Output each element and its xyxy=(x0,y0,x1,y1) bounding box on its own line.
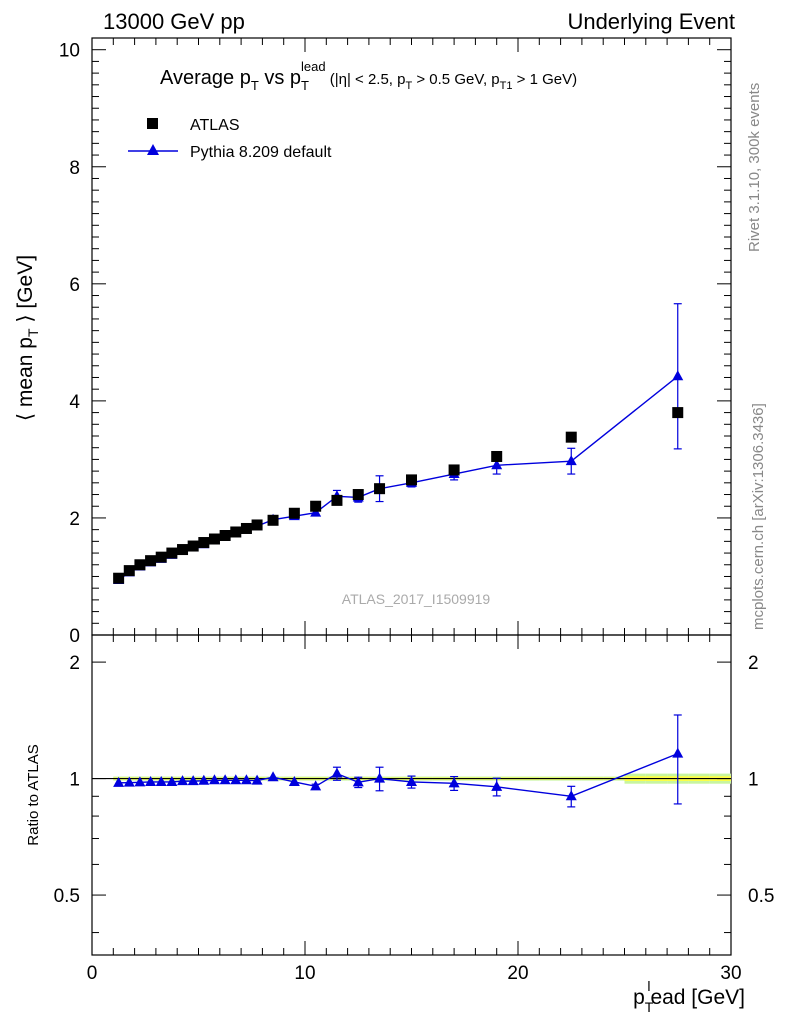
pythia-ratio-point xyxy=(331,767,343,778)
pythia-ratio-point xyxy=(491,780,503,791)
pythia-ratio-point xyxy=(145,775,157,786)
x-tick-label: 10 xyxy=(294,963,315,984)
ratio-y-tick-label: 2 xyxy=(69,653,80,674)
pythia-ratio-point xyxy=(219,774,231,785)
atlas-point xyxy=(406,474,417,486)
atlas-point xyxy=(208,533,220,545)
pythia-ratio-point xyxy=(134,776,146,787)
pythia-main-point xyxy=(491,459,503,470)
pythia-ratio-point xyxy=(198,774,210,785)
atlas-point xyxy=(177,544,189,556)
x-tick-label: 30 xyxy=(720,963,741,984)
series-pythia-ratio xyxy=(113,714,684,808)
atlas-point xyxy=(352,489,364,501)
pythia-ratio-point xyxy=(374,772,386,783)
x-tick-label: 20 xyxy=(507,963,528,984)
axis-tick-labels: 0 10 20 30 0 2 4 6 8 10 0.5 0.5 1 1 2 2 xyxy=(54,41,775,984)
pythia-ratio-point xyxy=(166,775,178,786)
pythia-ratio-point xyxy=(230,774,242,785)
atlas-point xyxy=(145,555,157,567)
atlas-point xyxy=(565,431,577,443)
pythia-ratio-point xyxy=(448,777,460,788)
pythia-ratio-point xyxy=(113,776,125,787)
pythia-ratio-point xyxy=(565,790,577,801)
ratio-y-tick-label: 0.5 xyxy=(54,886,80,907)
pythia-ratio-point xyxy=(672,747,684,758)
ratio-y-tick-label-right: 2 xyxy=(748,653,759,674)
pythia-ratio-point xyxy=(208,774,220,785)
ratio-panel-frame xyxy=(91,634,732,956)
pythia-ratio-point xyxy=(288,775,300,786)
legend-atlas-label: ATLAS xyxy=(190,117,240,134)
x-tick-label: 0 xyxy=(87,963,98,984)
mcplots-info: mcplots.cern.ch [arXiv:1306.3436] xyxy=(750,403,767,630)
y-tick-label: 8 xyxy=(69,158,80,179)
atlas-point xyxy=(219,530,231,541)
analysis-watermark: ATLAS_2017_I1509919 xyxy=(342,591,491,607)
pythia-ratio-point xyxy=(240,774,252,785)
atlas-point xyxy=(672,407,684,419)
header-right: Underlying Event xyxy=(567,9,735,34)
x-axis-label: pTlead [GeV] xyxy=(633,978,745,1015)
legend-atlas-marker xyxy=(147,118,158,129)
atlas-point xyxy=(155,551,167,563)
atlas-point xyxy=(113,572,125,584)
rivet-info: Rivet 3.1.10, 300k events xyxy=(746,83,763,252)
pythia-main-point xyxy=(672,370,684,381)
y-tick-label: 10 xyxy=(59,41,80,62)
series-atlas-main xyxy=(113,407,684,584)
pythia-ratio-point xyxy=(310,780,322,791)
pythia-ratio-point xyxy=(406,775,417,786)
pythia-main-point xyxy=(565,455,577,466)
pythia-ratio-point xyxy=(352,776,364,787)
header-left: 13000 GeV pp xyxy=(103,9,245,34)
y-tick-label: 6 xyxy=(69,275,80,296)
plot-title: Average pT vs pTlead (|η| < 2.5, pT > 0.… xyxy=(160,59,577,93)
atlas-point xyxy=(251,519,263,531)
ratio-ylabel: Ratio to ATLAS xyxy=(25,744,42,845)
atlas-point xyxy=(448,464,460,476)
atlas-point xyxy=(267,514,279,526)
atlas-point xyxy=(187,540,199,552)
atlas-point xyxy=(331,494,343,506)
atlas-point xyxy=(310,500,322,512)
atlas-point xyxy=(374,483,386,495)
ratio-y-tick-label: 1 xyxy=(69,770,80,791)
y-tick-label: 4 xyxy=(69,392,80,413)
atlas-point xyxy=(123,565,135,577)
y-tick-label: 0 xyxy=(69,626,80,647)
legend-pythia-label: Pythia 8.209 default xyxy=(190,144,332,161)
ratio-y-tick-label-right: 0.5 xyxy=(748,886,774,907)
pythia-main-line xyxy=(118,375,679,581)
atlas-point xyxy=(230,526,242,538)
atlas-point xyxy=(240,522,252,534)
atlas-point xyxy=(491,450,503,462)
ratio-y-tick-label-right: 1 xyxy=(748,770,759,791)
main-ylabel: ⟨ mean pT ⟩ [GeV] xyxy=(14,255,41,421)
axis-ticks xyxy=(91,38,732,955)
pythia-ratio-point xyxy=(187,775,199,786)
atlas-point xyxy=(166,547,178,559)
y-tick-label: 2 xyxy=(69,509,80,530)
pythia-ratio-line xyxy=(118,752,679,798)
pythia-ratio-point xyxy=(123,776,135,787)
atlas-point xyxy=(198,537,210,549)
pythia-ratio-point xyxy=(267,771,279,782)
pythia-ratio-point xyxy=(251,774,263,785)
atlas-point xyxy=(288,507,300,519)
atlas-point xyxy=(134,559,146,571)
pythia-ratio-point xyxy=(177,775,189,786)
pythia-ratio-point xyxy=(155,775,167,786)
legend-pythia-marker xyxy=(147,144,159,155)
